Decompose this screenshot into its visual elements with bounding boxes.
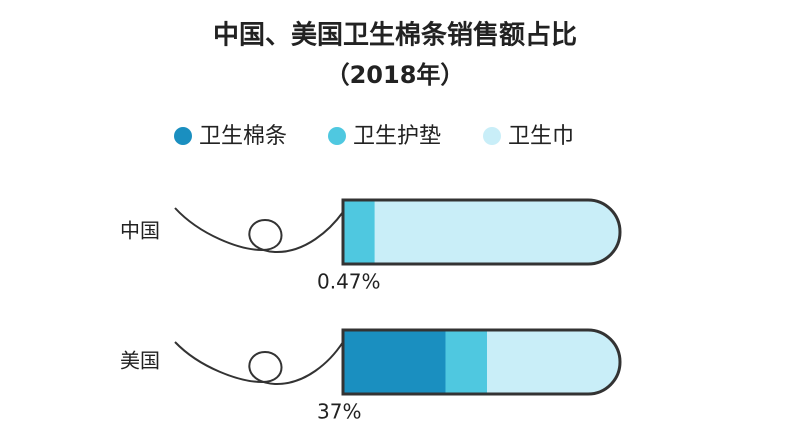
bar-segment: [344, 200, 375, 264]
value-label: 37%: [317, 400, 361, 424]
bar-segment: [487, 330, 620, 394]
legend-label: 卫生巾: [508, 124, 574, 149]
chart-subtitle: （2018年）: [326, 61, 465, 89]
bar-outline: [341, 328, 622, 396]
string-decoration: [174, 207, 344, 254]
category-label: 中国: [120, 219, 160, 243]
bar-segment: [445, 330, 488, 394]
string-decoration: [174, 341, 344, 386]
bar-outline: [341, 198, 622, 266]
bar-group: [343, 200, 620, 264]
legend-swatch: [174, 127, 192, 145]
bar-segment: [374, 200, 620, 264]
chart-title: 中国、美国卫生棉条销售额占比: [213, 20, 577, 51]
legend-swatch: [483, 127, 501, 145]
bar-segment: [343, 330, 446, 394]
legend-label: 卫生棉条: [199, 124, 287, 149]
legend-swatch: [328, 127, 346, 145]
category-label: 美国: [120, 349, 160, 373]
legend-label: 卫生护垫: [353, 124, 441, 149]
value-label: 0.47%: [317, 270, 381, 294]
bar-group: [343, 330, 620, 394]
